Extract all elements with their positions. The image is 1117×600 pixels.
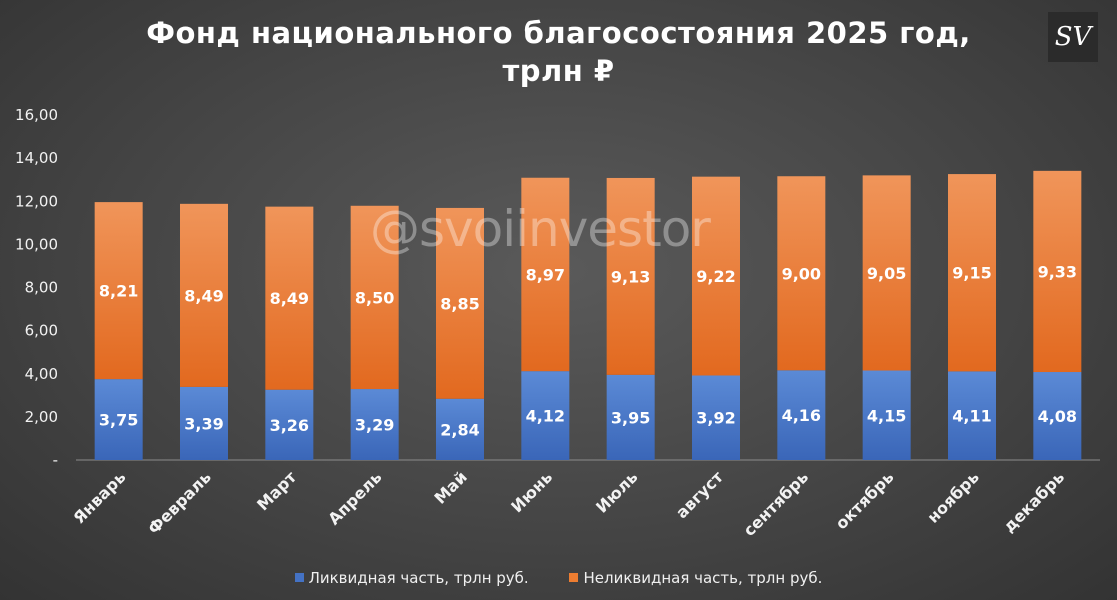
bar-liquid — [777, 370, 826, 460]
x-tick-label: Июнь — [507, 467, 556, 516]
bar-illiquid — [862, 175, 911, 371]
bar-illiquid — [948, 174, 996, 372]
x-tick-label: Февраль — [144, 467, 215, 538]
data-label-illiquid: 8,97 — [526, 265, 565, 284]
data-label-illiquid: 8,50 — [355, 288, 394, 307]
y-tick-label: 12,00 — [15, 192, 58, 210]
y-tick-label: 2,00 — [25, 408, 58, 426]
bar-illiquid — [692, 176, 740, 376]
x-tick-label: Май — [431, 467, 471, 507]
legend-swatch-liquid — [294, 573, 304, 582]
bar-illiquid — [436, 207, 484, 399]
chart-title-line1: Фонд национального благосостояния 2025 г… — [146, 16, 971, 50]
data-label-liquid: 4,16 — [782, 406, 821, 425]
data-label-liquid: 4,15 — [867, 406, 906, 425]
stacked-bar-chart: - 2,00 4,00 6,00 8,00 10,00 12,00 14,00 16,00 3,7… — [15, 106, 1100, 540]
data-label-liquid: 4,12 — [526, 407, 565, 426]
data-label-liquid: 3,75 — [99, 411, 138, 430]
bar-illiquid — [606, 177, 655, 375]
bar-illiquid — [777, 176, 826, 371]
data-label-illiquid: 8,49 — [270, 289, 309, 308]
y-tick-label: 16,00 — [15, 106, 58, 124]
y-tick-label: 6,00 — [25, 322, 58, 340]
chart-title-line2: трлн ₽ — [502, 54, 615, 88]
bar-liquid — [862, 370, 911, 460]
data-label-liquid: 4,11 — [952, 407, 991, 426]
y-tick-label: - — [53, 451, 58, 469]
bar-illiquid — [265, 206, 314, 390]
x-tick-label: ноябрь — [923, 467, 982, 526]
x-tick-label: Январь — [69, 467, 129, 527]
data-label-illiquid: 9,33 — [1038, 262, 1077, 281]
x-tick-label: Март — [253, 467, 300, 514]
data-label-liquid: 2,84 — [440, 420, 479, 439]
data-label-illiquid: 9,05 — [867, 264, 906, 283]
bar-liquid — [692, 375, 740, 460]
bar-liquid — [436, 398, 484, 460]
bar-liquid — [265, 389, 314, 460]
x-tick-label: октябрь — [832, 467, 898, 533]
bar-illiquid — [180, 203, 228, 387]
data-label-liquid: 3,92 — [696, 409, 735, 428]
legend-swatch-illiquid — [569, 573, 579, 582]
bar-liquid — [1033, 372, 1082, 460]
bar-illiquid — [94, 202, 143, 380]
data-label-illiquid: 8,49 — [184, 286, 223, 305]
data-label-illiquid: 9,15 — [952, 264, 991, 283]
bar-illiquid — [521, 177, 570, 372]
legend-item-illiquid: Неликвидная часть, трлн руб. — [569, 569, 822, 587]
bar-liquid — [521, 371, 570, 460]
y-tick-label: 4,00 — [25, 365, 58, 383]
data-label-liquid: 4,08 — [1038, 407, 1077, 426]
bar-liquid — [350, 389, 399, 460]
bar-liquid — [94, 379, 143, 460]
data-label-illiquid: 8,85 — [440, 294, 479, 313]
legend-item-liquid: Ликвидная часть, трлн руб. — [294, 568, 529, 587]
watermark: @svoiinvestor — [370, 200, 711, 258]
chart-title: Фонд национального благосостояния 2025 г… — [0, 14, 1117, 90]
bar-illiquid — [350, 205, 399, 390]
data-label-illiquid: 9,00 — [782, 264, 821, 283]
y-tick-label: 10,00 — [15, 235, 58, 253]
y-tick-label: 8,00 — [25, 279, 58, 297]
data-label-illiquid: 9,13 — [611, 267, 650, 286]
x-tick-label: декабрь — [999, 467, 1068, 536]
bar-liquid — [180, 386, 228, 460]
legend-label-liquid: Ликвидная часть, трлн руб. — [308, 568, 529, 587]
bar-liquid — [948, 371, 996, 460]
x-tick-label: сентябрь — [740, 467, 813, 540]
x-tick-label: август — [672, 467, 727, 522]
legend-label-illiquid: Неликвидная часть, трлн руб. — [583, 568, 823, 587]
data-label-liquid: 3,39 — [184, 414, 223, 433]
data-label-liquid: 3,29 — [355, 416, 394, 435]
x-tick-label: Июль — [592, 467, 641, 516]
bar-illiquid — [1033, 170, 1082, 373]
data-label-liquid: 3,95 — [611, 408, 650, 427]
brand-logo: SV — [1048, 12, 1098, 62]
data-label-liquid: 3,26 — [270, 416, 309, 435]
data-label-illiquid: 9,22 — [696, 267, 735, 286]
data-label-illiquid: 8,21 — [99, 282, 138, 301]
x-tick-label: Апрель — [324, 467, 385, 528]
chart-legend: Ликвидная часть, трлн руб. Неликвидная ч… — [0, 568, 1117, 587]
y-tick-label: 14,00 — [15, 149, 58, 167]
bar-liquid — [606, 374, 655, 460]
